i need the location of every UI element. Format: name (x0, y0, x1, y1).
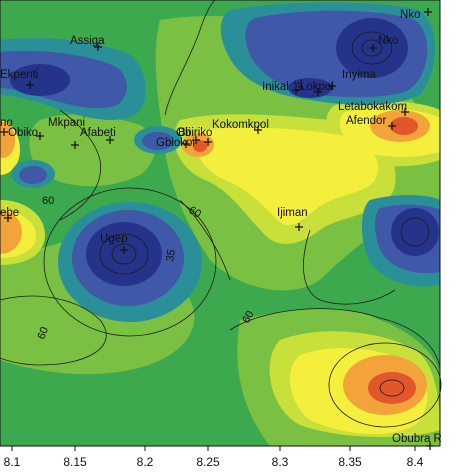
plus-marker-icon (26, 81, 34, 89)
plus-marker-icon (426, 442, 434, 450)
town-label: ebe (0, 207, 19, 219)
deep-blue-zone (391, 208, 439, 256)
town-label: Letabokakom (338, 101, 407, 113)
mid-blue-zone (19, 166, 47, 184)
plus-marker-icon (314, 88, 322, 96)
town-label: Kokomkpol (212, 119, 269, 131)
town-label: Ekpenti (0, 69, 38, 81)
yellow-high-zone (196, 127, 379, 226)
town-label: Ugep (100, 233, 128, 245)
deep-blue-zone (10, 64, 70, 96)
town-label: Gbiokoi (156, 137, 195, 149)
plus-marker-icon (292, 86, 300, 94)
town-label: Nko (378, 35, 398, 47)
contour-lines (0, 0, 442, 428)
contour-value-label: 60 (240, 309, 257, 326)
plus-marker-icon (401, 108, 409, 116)
plus-marker-icon (328, 82, 336, 90)
x-tick-label: 8.4 (407, 455, 424, 469)
town-label: Nko (400, 9, 420, 21)
orange-zone (0, 210, 22, 254)
plus-marker-icon (120, 246, 128, 254)
town-label: Bii (178, 127, 191, 139)
x-tick-label: 8.3 (272, 455, 289, 469)
town-label: Afabeti (80, 127, 116, 139)
town-label: no (0, 117, 13, 129)
town-markers: Nko Assiga Ekpenti Nko Inyima Inikal Lokpoi Let… (0, 8, 442, 450)
town-label: Assiga (70, 35, 105, 47)
town-label: Obubra R (392, 433, 442, 445)
town-label: Mkpani (48, 117, 85, 129)
town-label: Inyima (342, 69, 376, 81)
red-peak-zone (390, 117, 418, 135)
plus-marker-icon (424, 8, 432, 16)
plus-marker-icon (0, 128, 8, 136)
town-label: Afendor (346, 115, 386, 127)
contour-value-labels: 35 35 60 60 60 60 (36, 78, 305, 341)
contour-value-label: 60 (36, 325, 51, 341)
plus-marker-icon (192, 136, 200, 144)
map-frame (0, 0, 441, 447)
town-label: Lokpoi (300, 81, 334, 93)
contour-value-label: 60 (42, 195, 54, 207)
x-axis-ticks: 8.1 8.15 8.2 8.25 8.3 8.35 8.4 (4, 446, 424, 469)
town-label: Obiriko (176, 127, 212, 139)
town-label: Inikal (262, 81, 289, 93)
x-tick-label: 8.15 (63, 455, 87, 469)
plus-marker-icon (4, 214, 12, 222)
plus-marker-icon (254, 126, 262, 134)
red-peak-zone (368, 372, 416, 404)
plus-marker-icon (106, 136, 114, 144)
plus-marker-icon (182, 140, 190, 148)
town-label: Ijiman (277, 207, 308, 219)
contour-value-label: 35 (291, 78, 305, 92)
x-tick-label: 8.25 (196, 455, 220, 469)
plus-marker-icon (94, 43, 102, 51)
contour-value-label: 35 (164, 248, 178, 262)
x-tick-label: 8.1 (4, 455, 21, 469)
plus-marker-icon (369, 44, 377, 52)
plus-marker-icon (36, 132, 44, 140)
x-tick-label: 8.2 (137, 455, 154, 469)
town-label: Obiko (8, 127, 38, 139)
deep-blue-zone (288, 78, 332, 98)
light-green-zone (29, 114, 155, 187)
x-tick-label: 8.35 (338, 455, 362, 469)
contour-value-label: 60 (187, 204, 204, 221)
plus-marker-icon (388, 122, 396, 130)
plus-marker-icon (71, 141, 79, 149)
plus-marker-icon (204, 138, 212, 146)
mid-blue-zone (142, 132, 174, 150)
plus-marker-icon (295, 223, 303, 231)
